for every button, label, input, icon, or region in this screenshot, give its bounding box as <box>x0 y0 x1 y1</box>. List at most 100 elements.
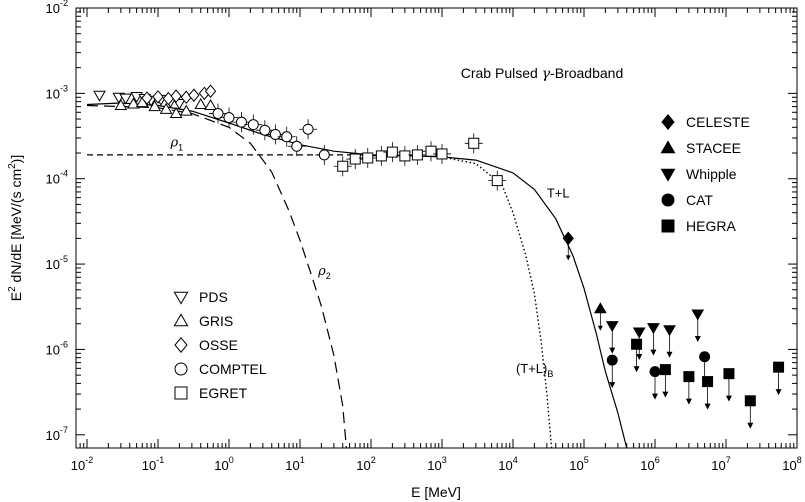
y-tick-exponent: -4 <box>60 169 68 179</box>
curve--2 <box>86 104 347 449</box>
triangle-down-filled-marker <box>660 168 676 182</box>
square-open-marker <box>386 146 398 158</box>
data-point-gris <box>148 100 162 112</box>
x-tick-label: 10-1 <box>142 455 164 473</box>
data-point-osse <box>170 89 182 103</box>
x-tick-label: 10-2 <box>71 455 93 473</box>
legend-label: HEGRA <box>686 218 736 234</box>
x-tick-exponent: 3 <box>442 455 447 465</box>
square-filled-marker <box>683 371 695 383</box>
x-tick-label: 101 <box>285 455 304 473</box>
legend-item-pds: PDS <box>173 289 228 305</box>
curve-label: T+L <box>547 186 570 201</box>
legend-item-whipple: Whipple <box>660 166 737 182</box>
upper-limit-arrow-head <box>694 336 701 343</box>
y-tick-base: 10 <box>46 1 60 16</box>
triangle-down-open-marker <box>119 93 132 105</box>
data-point-comptel <box>219 107 238 128</box>
x-tick-label: 108 <box>782 455 801 473</box>
square-open-marker <box>411 149 423 161</box>
legend-high-energy: CELESTE STACEE Whipple CAT HEGRA <box>660 114 750 234</box>
square-filled-marker <box>631 338 643 350</box>
x-tick-base: 10 <box>782 458 796 473</box>
triangle-up-open-marker <box>194 98 208 110</box>
y-tick-base: 10 <box>46 86 60 101</box>
data-point-comptel <box>232 112 251 133</box>
circle-open-marker <box>259 124 271 136</box>
y-tick-base: 10 <box>46 428 60 443</box>
circle-filled-marker <box>661 193 675 207</box>
curve-label-text: (T+L) <box>516 361 547 376</box>
upper-limit-arrow-head <box>609 347 616 354</box>
data-points <box>93 84 785 429</box>
data-point-celeste <box>562 231 574 261</box>
square-filled-marker <box>659 364 671 376</box>
legend-label: EGRET <box>199 385 248 401</box>
data-point-egret <box>488 170 507 191</box>
data-point-gris <box>114 99 128 111</box>
legend-item-cat: CAT <box>661 192 713 208</box>
diamond-open-marker <box>152 90 164 104</box>
y-axis-label: E2 dN/dE [MeV/(s cm2)] <box>7 155 24 302</box>
circle-filled-marker <box>606 354 618 366</box>
upper-limit-arrow-head <box>650 349 657 356</box>
y-tick-label: 10-7 <box>46 425 68 443</box>
data-point-egret <box>358 147 377 168</box>
x-tick-label: 107 <box>711 455 730 473</box>
data-point-whipple <box>605 321 619 354</box>
x-tick-base: 10 <box>285 458 299 473</box>
legend-label: OSSE <box>199 337 238 353</box>
square-filled-marker <box>744 395 756 407</box>
x-tick-exponent: -1 <box>156 455 164 465</box>
square-filled-marker <box>773 361 785 373</box>
data-point-stacee <box>593 302 607 331</box>
triangle-down-open-marker <box>93 90 106 102</box>
data-point-whipple <box>663 325 676 358</box>
y-tick-label: 10-2 <box>46 0 68 16</box>
x-axis-label: E [MeV] <box>411 484 461 500</box>
y-tick-label: 10-3 <box>46 83 68 101</box>
triangle-up-open-marker <box>169 107 183 119</box>
data-point-gris <box>194 98 208 110</box>
data-point-comptel <box>209 103 228 124</box>
legend-item-stacee: STACEE <box>660 140 741 156</box>
y-tick-label: 10-6 <box>46 339 68 357</box>
x-tick-base: 10 <box>356 458 370 473</box>
data-point-gris <box>127 97 140 109</box>
x-tick-base: 10 <box>142 458 156 473</box>
data-point-comptel <box>315 144 334 165</box>
x-tick-base: 10 <box>214 458 228 473</box>
data-point-comptel <box>287 136 306 157</box>
square-open-marker <box>349 153 361 165</box>
data-point-egret <box>432 143 451 164</box>
circle-filled-marker <box>649 366 661 378</box>
triangle-down-open-marker <box>173 291 189 305</box>
legend-item-celeste: CELESTE <box>661 114 750 130</box>
square-open-marker <box>425 145 437 157</box>
circle-open-marker <box>247 119 259 131</box>
triangle-down-filled-marker <box>647 323 660 335</box>
data-point-egret <box>395 145 414 166</box>
y-tick-base: 10 <box>46 257 60 272</box>
curve--t-l-b <box>441 156 553 449</box>
triangle-up-filled-marker <box>660 140 676 154</box>
triangle-up-open-marker <box>127 97 140 109</box>
square-open-marker <box>362 152 374 164</box>
legend-low-energy: PDS GRIS OSSE COMPTEL EGRET <box>173 289 267 401</box>
circle-open-marker <box>318 149 330 161</box>
data-point-hegra <box>683 371 695 405</box>
triangle-down-filled-marker <box>605 321 619 333</box>
square-open-marker <box>174 386 188 400</box>
triangle-up-open-marker <box>173 313 189 327</box>
circle-open-marker <box>223 112 235 124</box>
curve-label-subscript: 2 <box>326 271 331 281</box>
x-tick-label: 104 <box>498 455 517 473</box>
square-open-marker <box>337 160 349 172</box>
data-point-comptel <box>244 114 263 135</box>
data-point-osse <box>152 90 164 104</box>
curve-label-symbol: ρ <box>170 135 179 150</box>
square-filled-marker <box>661 219 675 233</box>
x-tick-exponent: -2 <box>85 455 93 465</box>
data-point-whipple <box>647 323 660 356</box>
triangle-up-filled-marker <box>593 302 607 314</box>
